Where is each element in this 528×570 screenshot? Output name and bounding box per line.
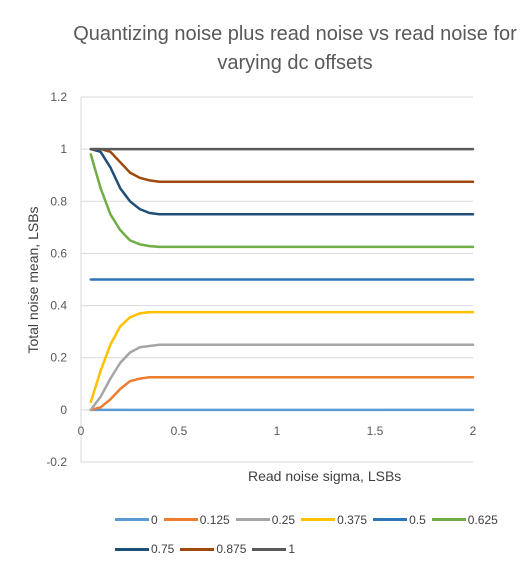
legend-label: 0 [151, 512, 158, 527]
series-line-0.125 [89, 376, 475, 412]
tick-labels: -0.2 0 0.2 0.4 0.6 0.8 1 1.2 0 0.5 1 1.5 2 [46, 90, 476, 469]
legend-label: 0.375 [337, 512, 368, 527]
series-line-0.625 [89, 153, 475, 249]
x-tick-label: 2 [470, 424, 477, 438]
x-tick-label: 1 [274, 424, 281, 438]
legend: 0 0.125 0.25 0.375 0.5 0.625 0.75 0.875 1 [115, 510, 515, 569]
legend-swatch [235, 518, 270, 521]
y-axis-label: Total noise mean, LSBs [25, 206, 41, 354]
legend-swatch [115, 547, 149, 551]
x-tick-label: 0.5 [171, 424, 188, 438]
legend-label: 0.25 [271, 512, 296, 527]
legend-label: 0.75 [151, 542, 175, 556]
chart-title: Quantizing noise plus read noise vs read… [73, 23, 517, 74]
legend-swatch [373, 518, 408, 521]
legend-label: 0.125 [199, 512, 230, 527]
y-tick-label: 0.2 [50, 351, 67, 365]
legend-swatch [252, 547, 287, 551]
series-line-0.25 [89, 343, 475, 412]
y-tick-label: 1 [60, 142, 67, 156]
x-axis-label: Read noise sigma, LSBs [248, 468, 402, 484]
series-line-0.375 [89, 310, 475, 404]
legend-label: 0.625 [467, 512, 498, 527]
y-tick-label: -0.2 [46, 455, 67, 469]
legend-label: 1 [288, 542, 296, 556]
y-tick-label: 0.4 [50, 299, 67, 313]
x-tick-label: 1.5 [367, 424, 384, 438]
legend-item: 0.5 [373, 512, 426, 528]
legend-swatch [163, 518, 198, 521]
legend-item: 1 [252, 541, 295, 557]
legend-label: 0.5 [409, 512, 426, 527]
legend-swatch [115, 518, 149, 521]
legend-item: 0.25 [235, 512, 296, 528]
legend-label: 0.875 [216, 542, 247, 556]
legend-item: 0.875 [180, 541, 246, 557]
legend-item: 0.375 [301, 512, 367, 528]
legend-swatch [301, 518, 336, 521]
y-tick-label: 0.6 [50, 246, 67, 260]
legend-item: 0 [115, 512, 158, 528]
x-tick-label: 0 [78, 424, 85, 438]
legend-item: 0.625 [431, 512, 498, 528]
y-tick-label: 0.8 [50, 194, 67, 208]
legend-item: 0.125 [163, 512, 230, 528]
series-line-0.875 [89, 147, 475, 183]
legend-swatch [180, 547, 215, 551]
series-line-0.75 [89, 147, 475, 216]
legend-item: 0.75 [115, 541, 174, 557]
y-tick-label: 0 [60, 403, 67, 417]
legend-swatch [431, 518, 466, 521]
series-lines [89, 147, 475, 412]
y-tick-label: 1.2 [50, 90, 67, 104]
